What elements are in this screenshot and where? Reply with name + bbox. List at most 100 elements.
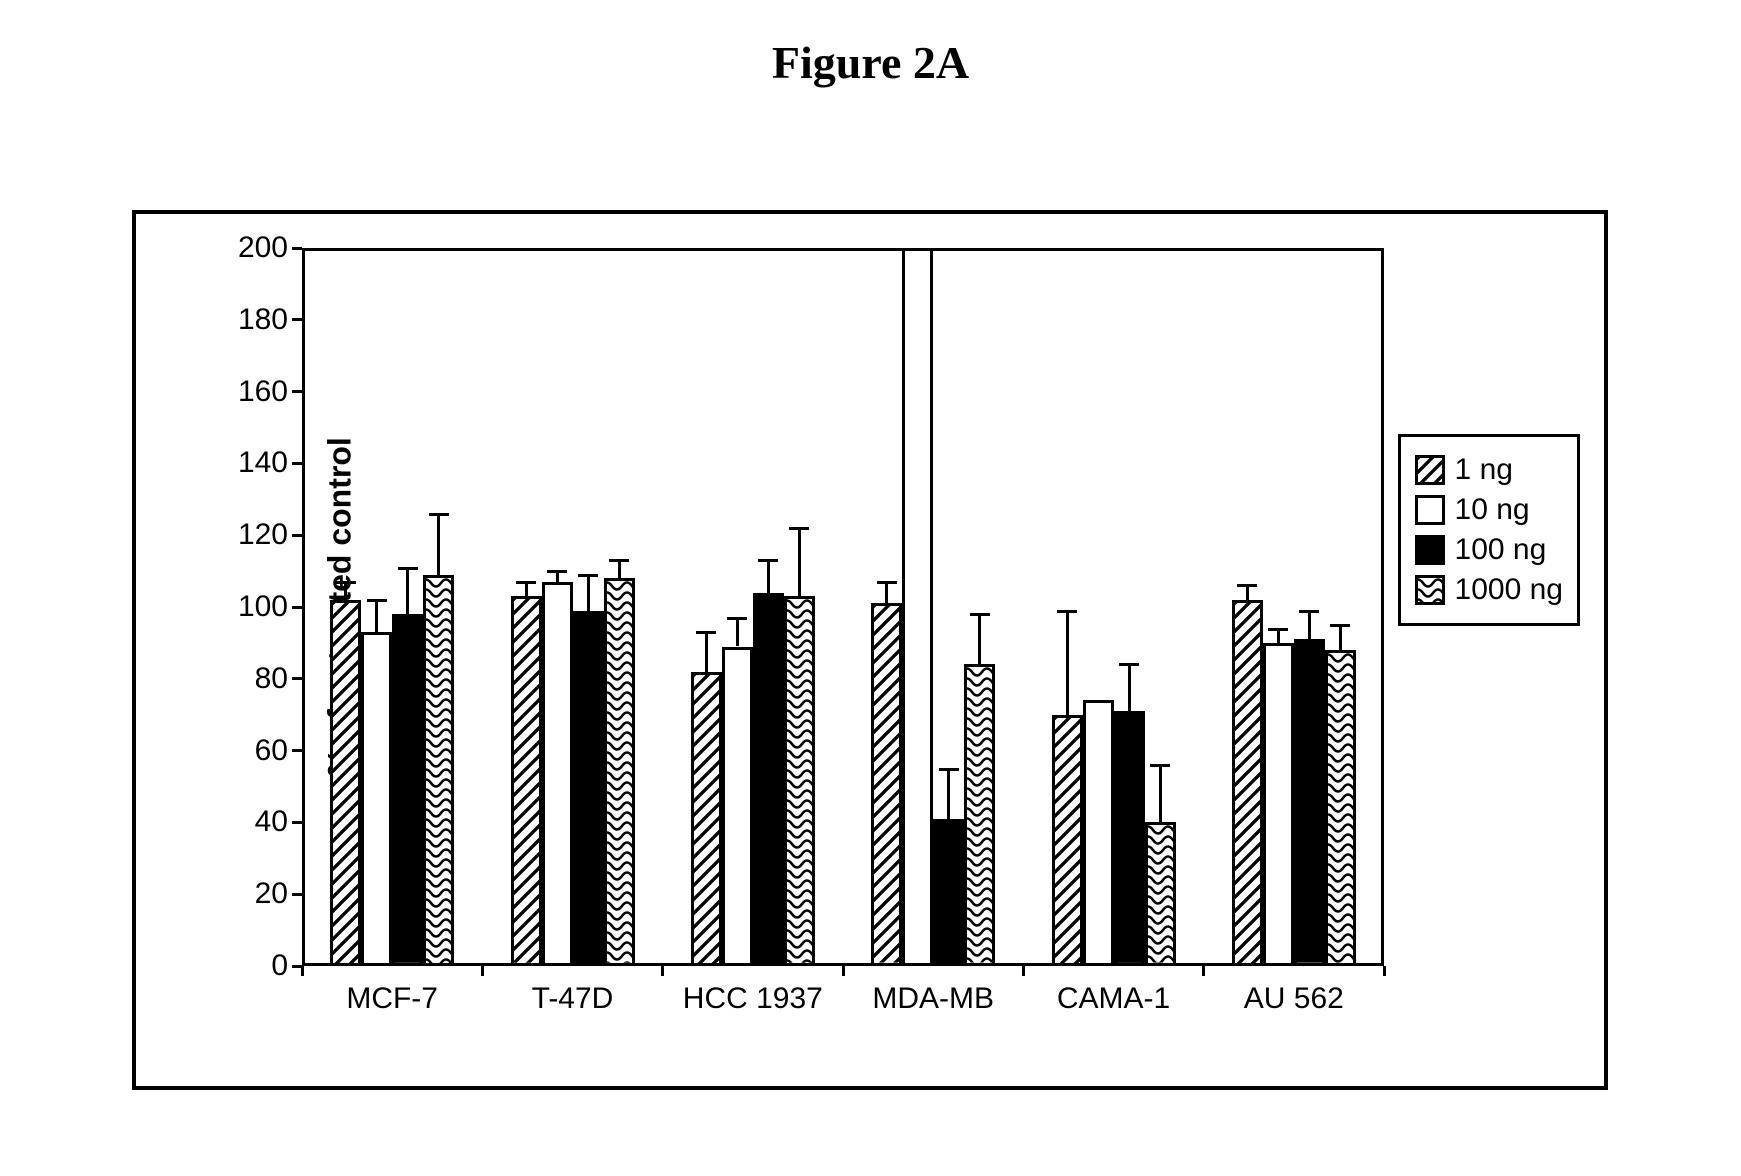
- x-tick: [301, 966, 304, 976]
- error-bar-cap: [1268, 628, 1288, 631]
- error-bar-cap: [1150, 764, 1170, 767]
- x-tick: [1022, 966, 1025, 976]
- bar: [691, 672, 722, 966]
- error-bar-cap: [429, 513, 449, 516]
- legend-item: 10 ng: [1415, 493, 1563, 527]
- error-bar-stem: [978, 614, 981, 664]
- x-category-label: CAMA-1: [1057, 966, 1170, 1016]
- error-bar-stem: [406, 568, 409, 615]
- error-bar-stem: [1159, 765, 1162, 822]
- bar: [1232, 600, 1263, 966]
- error-bar-stem: [375, 600, 378, 632]
- bar: [753, 593, 784, 966]
- error-bar-cap: [1237, 584, 1257, 587]
- bar: [392, 614, 423, 966]
- error-bar-stem: [1339, 625, 1342, 650]
- bar: [1052, 715, 1083, 966]
- error-bar-stem: [798, 528, 801, 596]
- y-tick-label: 200: [238, 231, 302, 265]
- error-bar-cap: [1299, 610, 1319, 613]
- y-tick-label: 40: [255, 805, 302, 839]
- error-bar-cap: [970, 613, 990, 616]
- bar: [604, 578, 635, 966]
- bar: [933, 819, 964, 966]
- y-tick-label: 0: [271, 949, 302, 983]
- error-bar-cap: [398, 567, 418, 570]
- legend-label: 10 ng: [1455, 493, 1530, 527]
- bar: [1263, 643, 1294, 966]
- error-bar-cap: [727, 617, 747, 620]
- legend: 1 ng 10 ng 100 ng 1000 ng: [1398, 434, 1580, 626]
- legend-swatch: [1415, 495, 1445, 525]
- chart-plot-area: % of untreated control 02040608010012014…: [302, 248, 1384, 966]
- bar: [423, 575, 454, 966]
- error-bar-cap: [578, 574, 598, 577]
- bar: [722, 647, 753, 967]
- error-bar-stem: [1128, 664, 1131, 711]
- bar: [784, 596, 815, 966]
- bar: [1325, 650, 1356, 966]
- error-bar-stem: [947, 769, 950, 819]
- legend-swatch: [1415, 455, 1445, 485]
- x-tick: [661, 966, 664, 976]
- error-bar-cap: [547, 570, 567, 573]
- y-tick-label: 160: [238, 375, 302, 409]
- x-tick: [481, 966, 484, 976]
- legend-label: 1 ng: [1455, 453, 1513, 487]
- bar: [1145, 822, 1176, 966]
- chart-outer-border: % of untreated control 02040608010012014…: [132, 210, 1608, 1090]
- bar: [511, 596, 542, 966]
- figure-container: Figure 2A % of untreated control 0204060…: [0, 0, 1741, 1176]
- error-bar-stem: [1246, 585, 1249, 599]
- error-bar-stem: [587, 575, 590, 611]
- error-bar-stem: [618, 560, 621, 578]
- x-category-label: MDA-MB: [872, 966, 994, 1016]
- bar: [871, 603, 902, 966]
- x-category-label: T-47D: [532, 966, 614, 1016]
- error-bar-cap: [367, 599, 387, 602]
- bar: [573, 611, 604, 966]
- error-bar-stem: [736, 618, 739, 647]
- x-tick: [842, 966, 845, 976]
- y-tick-label: 80: [255, 662, 302, 696]
- bar: [964, 664, 995, 966]
- bar: [330, 600, 361, 966]
- x-tick: [1383, 966, 1386, 976]
- error-bar-cap: [609, 559, 629, 562]
- error-bar-cap: [758, 559, 778, 562]
- error-bar-cap: [1057, 610, 1077, 613]
- bar: [1114, 711, 1145, 966]
- x-category-label: AU 562: [1244, 966, 1344, 1016]
- y-tick-label: 140: [238, 446, 302, 480]
- error-bar-cap: [939, 768, 959, 771]
- error-bar-stem: [1308, 611, 1311, 640]
- error-bar-stem: [1277, 629, 1280, 643]
- legend-swatch: [1415, 575, 1445, 605]
- y-tick-label: 180: [238, 303, 302, 337]
- legend-item: 100 ng: [1415, 533, 1563, 567]
- x-category-label: MCF-7: [346, 966, 438, 1016]
- legend-item: 1000 ng: [1415, 573, 1563, 607]
- error-bar-cap: [336, 581, 356, 584]
- error-bar-stem: [885, 582, 888, 604]
- x-tick: [1202, 966, 1205, 976]
- bar: [542, 582, 573, 966]
- error-bar-stem: [525, 582, 528, 596]
- figure-title: Figure 2A: [0, 36, 1741, 89]
- bar: [361, 632, 392, 966]
- plot-border: [302, 248, 1384, 966]
- y-tick-label: 60: [255, 734, 302, 768]
- error-bar-stem: [767, 560, 770, 592]
- error-bar-cap: [789, 527, 809, 530]
- bar: [902, 248, 933, 966]
- x-category-label: HCC 1937: [683, 966, 823, 1016]
- error-bar-cap: [1330, 624, 1350, 627]
- error-bar-stem: [705, 632, 708, 671]
- legend-item: 1 ng: [1415, 453, 1563, 487]
- legend-label: 100 ng: [1455, 533, 1547, 567]
- y-tick-label: 100: [238, 590, 302, 624]
- error-bar-stem: [344, 582, 347, 600]
- bar: [1294, 639, 1325, 966]
- error-bar-cap: [877, 581, 897, 584]
- bar: [1083, 700, 1114, 966]
